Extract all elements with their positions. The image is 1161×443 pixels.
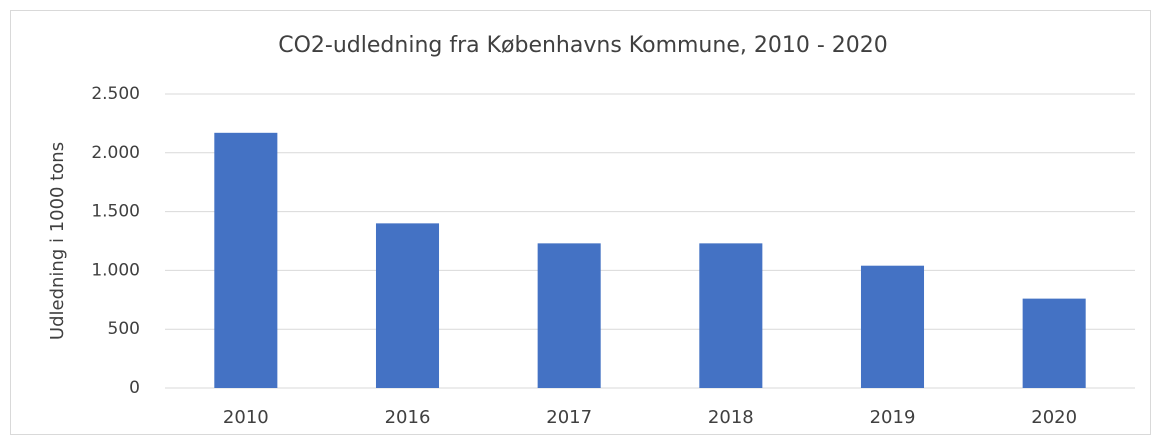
x-tick-label: 2016 <box>385 407 431 428</box>
bar <box>860 265 925 388</box>
y-tick-label: 0 <box>129 378 140 398</box>
y-tick-label: 2.000 <box>91 143 140 163</box>
x-tick-label: 2018 <box>708 407 754 428</box>
bar <box>375 223 440 388</box>
chart-title: CO2-udledning fra Københavns Kommune, 20… <box>278 33 888 58</box>
x-tick-label: 2017 <box>546 407 592 428</box>
bar <box>699 243 763 388</box>
y-tick-label: 1.500 <box>91 202 140 222</box>
x-tick-label: 2020 <box>1031 407 1077 428</box>
x-tick-label: 2010 <box>223 407 269 428</box>
y-tick-label: 1.000 <box>91 260 140 280</box>
x-tick-label: 2019 <box>870 407 916 428</box>
bar <box>214 132 278 388</box>
y-tick-label: 500 <box>108 319 140 339</box>
bar <box>537 243 601 388</box>
bar <box>1022 298 1086 388</box>
y-axis-label: Udledning i 1000 tons <box>47 142 68 340</box>
y-tick-label: 2.500 <box>91 84 140 104</box>
